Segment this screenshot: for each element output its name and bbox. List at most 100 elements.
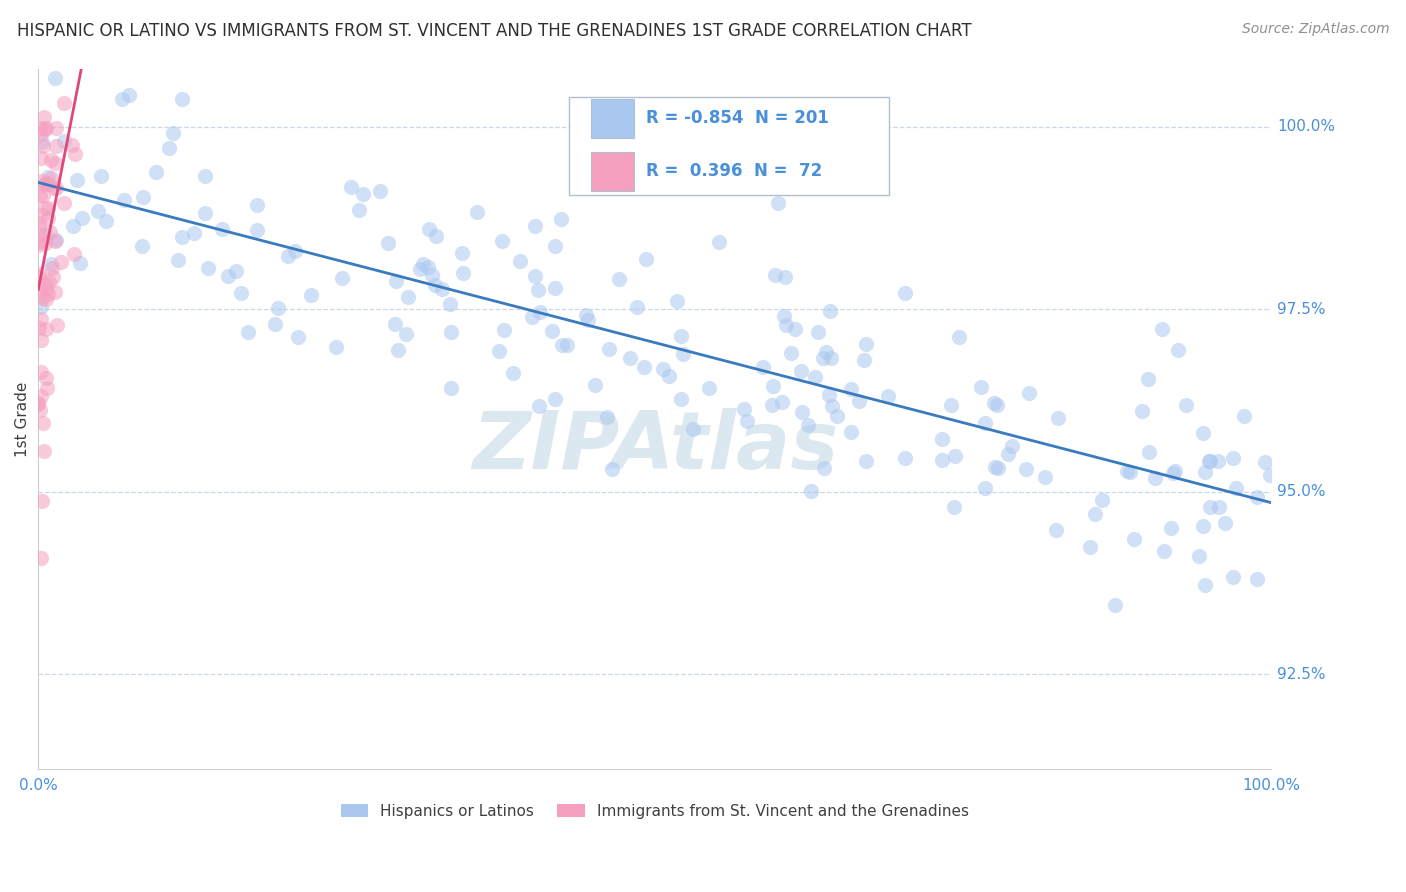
Point	[131, 190, 153, 204]
Text: 92.5%: 92.5%	[1278, 667, 1326, 681]
Point	[948, 329, 970, 343]
Point	[893, 450, 915, 465]
Point	[986, 398, 1008, 412]
Point	[55, 30, 77, 45]
Point	[626, 300, 648, 314]
Point	[34, 201, 56, 215]
Point	[377, 236, 399, 251]
Point	[65, 147, 87, 161]
Point	[39, 257, 62, 271]
Point	[263, 318, 285, 332]
Point	[27, 216, 49, 230]
Point	[69, 255, 91, 269]
Point	[451, 266, 474, 280]
Point	[114, 194, 136, 208]
Point	[1164, 463, 1187, 477]
Point	[1143, 471, 1166, 485]
Point	[1254, 455, 1277, 469]
Point	[35, 381, 58, 395]
Point	[368, 184, 391, 198]
Point	[762, 379, 785, 393]
Point	[491, 235, 513, 249]
Point	[384, 317, 406, 331]
Point	[598, 342, 620, 356]
Point	[931, 433, 953, 447]
Point	[685, 143, 707, 157]
Point	[49, 255, 72, 269]
Point	[44, 180, 66, 194]
Point	[576, 313, 599, 327]
Point	[30, 151, 52, 165]
Point	[669, 329, 692, 343]
Point	[32, 110, 55, 124]
Point	[53, 196, 76, 211]
Point	[665, 294, 688, 309]
Text: 100.0%: 100.0%	[1278, 120, 1336, 135]
Point	[30, 300, 52, 314]
Point	[815, 345, 838, 359]
Point	[30, 551, 52, 566]
Point	[770, 395, 793, 409]
Point	[1192, 425, 1215, 440]
Point	[53, 95, 76, 110]
Point	[619, 351, 641, 366]
Point	[1122, 532, 1144, 546]
Point	[1104, 598, 1126, 612]
Point	[59, 40, 82, 54]
Point	[412, 257, 434, 271]
Point	[775, 318, 797, 333]
Point	[60, 138, 83, 153]
Point	[30, 311, 52, 326]
Point	[544, 281, 567, 295]
Point	[1152, 322, 1174, 336]
Point	[1084, 507, 1107, 521]
Point	[32, 416, 55, 430]
Point	[425, 228, 447, 243]
Point	[931, 453, 953, 467]
Point	[37, 170, 59, 185]
Point	[145, 165, 167, 179]
Point	[813, 461, 835, 475]
Point	[37, 211, 59, 225]
Point	[876, 389, 898, 403]
Point	[509, 253, 531, 268]
Point	[1161, 467, 1184, 481]
Point	[658, 369, 681, 384]
Point	[194, 206, 217, 220]
Text: 97.5%: 97.5%	[1278, 301, 1326, 317]
Point	[35, 322, 58, 336]
Point	[118, 88, 141, 103]
Point	[30, 120, 52, 135]
Point	[287, 330, 309, 344]
Text: Source: ZipAtlas.com: Source: ZipAtlas.com	[1241, 22, 1389, 37]
Point	[352, 187, 374, 202]
Point	[733, 402, 755, 417]
Point	[284, 244, 307, 258]
Point	[633, 360, 655, 375]
Point	[432, 282, 454, 296]
Point	[30, 333, 52, 347]
Point	[347, 202, 370, 217]
Point	[1046, 410, 1069, 425]
Text: R = -0.854  N = 201: R = -0.854 N = 201	[647, 110, 830, 128]
Point	[821, 399, 844, 413]
Point	[942, 500, 965, 515]
Point	[583, 378, 606, 392]
Point	[35, 177, 58, 191]
Point	[32, 188, 55, 202]
Point	[32, 178, 55, 193]
FancyBboxPatch shape	[591, 100, 634, 138]
Point	[42, 270, 65, 285]
Point	[1045, 523, 1067, 537]
Point	[225, 264, 247, 278]
Point	[492, 323, 515, 337]
Text: ZIPAtlas: ZIPAtlas	[471, 408, 838, 486]
Point	[34, 121, 56, 136]
Point	[1194, 578, 1216, 592]
Point	[30, 365, 52, 379]
Point	[39, 170, 62, 185]
Point	[1137, 445, 1160, 459]
Point	[31, 493, 53, 508]
Point	[416, 260, 439, 274]
Point	[984, 459, 1007, 474]
